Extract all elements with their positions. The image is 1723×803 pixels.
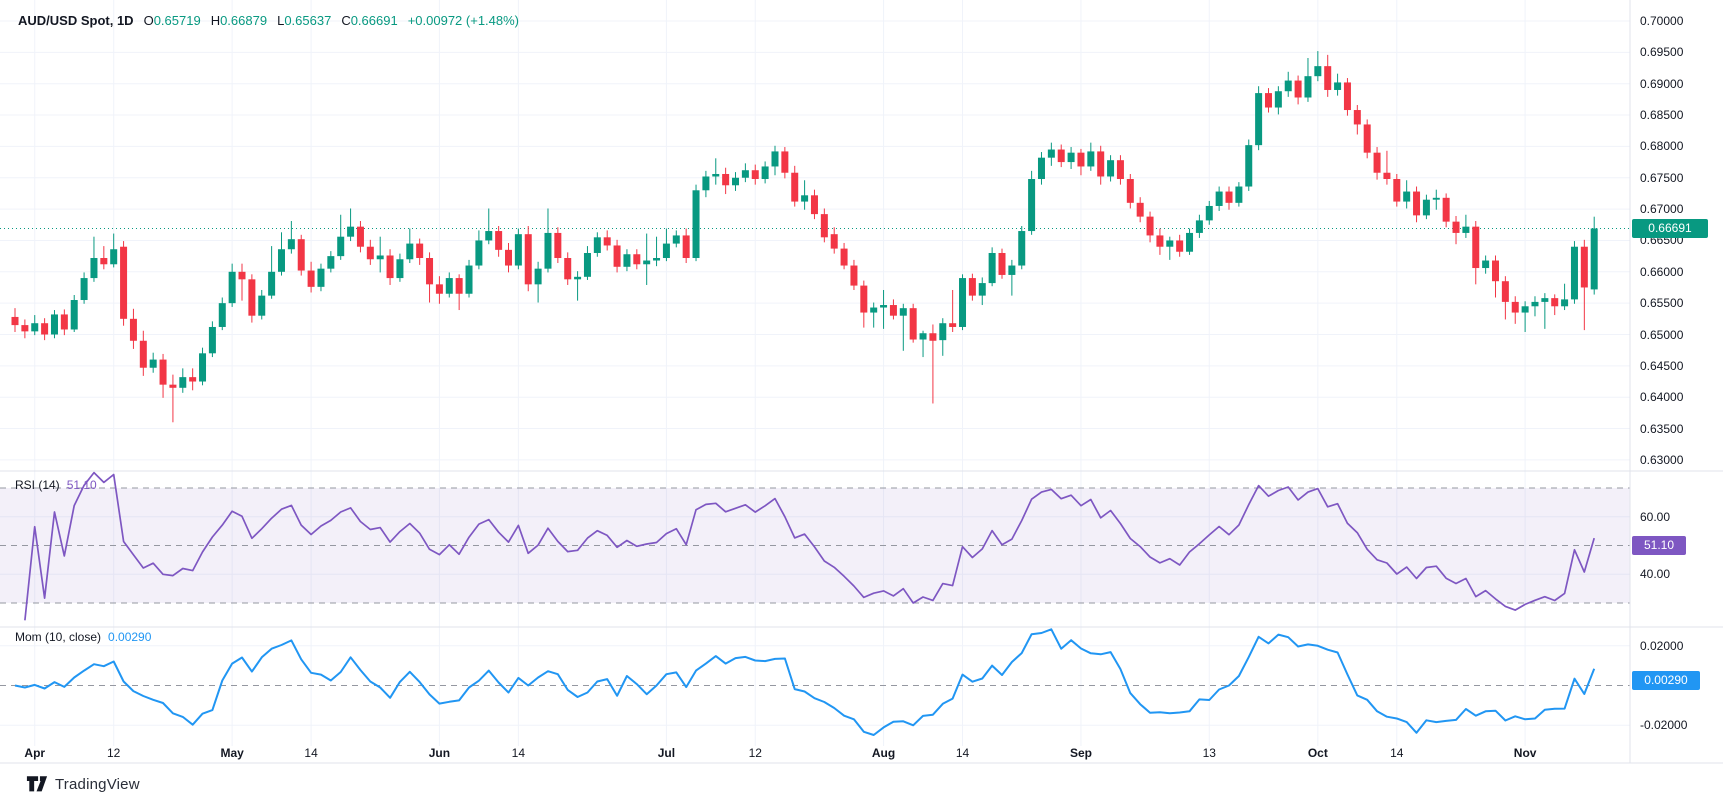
rsi-axis-label: 60.00	[1640, 509, 1671, 524]
rsi-legend[interactable]: RSI (14) 51.10	[15, 478, 97, 492]
rsi-badge: 51.10	[1632, 536, 1686, 555]
price-axis-label: 0.68000	[1640, 139, 1684, 154]
time-axis-label: Apr	[24, 746, 46, 760]
time-axis-label: 14	[1390, 746, 1404, 760]
symbol-name[interactable]: AUD/USD Spot, 1D	[18, 13, 134, 28]
time-axis-label: May	[220, 746, 244, 760]
time-axis-label: Sep	[1069, 746, 1092, 760]
close-value: C0.66691	[341, 13, 398, 28]
change-value: +0.00972 (+1.48%)	[407, 13, 520, 28]
time-axis-label: 14	[511, 746, 526, 760]
price-axis-label: 0.65000	[1640, 327, 1684, 342]
mom-badge: 0.00290	[1632, 671, 1700, 690]
mom-value: 0.00290	[108, 630, 152, 644]
last-price-badge: 0.66691	[1632, 219, 1708, 238]
time-axis-label: Nov	[1513, 746, 1537, 760]
time-axis-label: Jun	[428, 746, 451, 760]
rsi-axis-label: 40.00	[1640, 567, 1671, 582]
price-axis-label: 0.66000	[1640, 264, 1684, 279]
time-axis-label: Aug	[871, 746, 896, 760]
time-axis-label: Jul	[657, 746, 676, 760]
open-value: O0.65719	[143, 13, 201, 28]
high-value: H0.66879	[210, 13, 268, 28]
rsi-value: 51.10	[66, 478, 97, 492]
tradingview-logo-icon	[26, 776, 48, 792]
time-axis-label: 12	[107, 746, 121, 760]
price-axis-label: 0.63000	[1640, 452, 1684, 467]
price-axis-label: 0.70000	[1640, 14, 1684, 28]
price-axis-label: 0.67000	[1640, 202, 1684, 217]
price-axis-label: 0.64000	[1640, 390, 1684, 405]
price-axis-label: 0.65500	[1640, 296, 1684, 311]
price-axis-label: 0.63500	[1640, 421, 1684, 436]
mom-axis-label: 0.02000	[1640, 638, 1684, 653]
time-axis-label: 14	[955, 746, 970, 760]
mom-axis-label: -0.02000	[1640, 718, 1688, 733]
time-axis-label: 12	[748, 746, 762, 760]
rsi-label[interactable]: RSI (14)	[15, 478, 60, 492]
tradingview-branding[interactable]: TradingView	[26, 774, 140, 794]
time-axis-label: Oct	[1307, 746, 1328, 760]
tradingview-logo-text: TradingView	[55, 775, 140, 793]
price-axis-label: 0.64500	[1640, 358, 1684, 373]
symbol-legend[interactable]: AUD/USD Spot, 1D O0.65719 H0.66879 L0.65…	[18, 13, 519, 28]
mom-legend[interactable]: Mom (10, close) 0.00290	[15, 630, 151, 644]
time-axis-label: 13	[1202, 746, 1216, 760]
low-value: L0.65637	[277, 13, 332, 28]
price-axis-label: 0.69000	[1640, 76, 1684, 91]
time-axis-label: 14	[304, 746, 318, 760]
price-axis-label: 0.69500	[1640, 45, 1684, 60]
price-axis-label: 0.67500	[1640, 170, 1684, 185]
mom-label[interactable]: Mom (10, close)	[15, 630, 102, 644]
price-axis-label: 0.68500	[1640, 108, 1684, 123]
